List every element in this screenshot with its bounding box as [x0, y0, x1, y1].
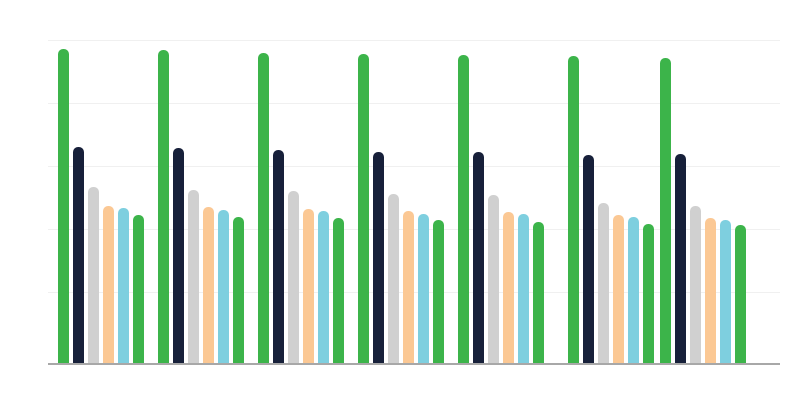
plot-area — [48, 20, 780, 363]
bar[interactable] — [388, 193, 399, 363]
bar[interactable] — [643, 224, 654, 363]
bar[interactable] — [103, 206, 114, 363]
bar[interactable] — [583, 155, 594, 363]
bar[interactable] — [613, 215, 624, 363]
bar[interactable] — [675, 153, 686, 363]
bar[interactable] — [373, 151, 384, 363]
bar[interactable] — [598, 202, 609, 363]
bar[interactable] — [173, 147, 184, 363]
x-axis-line — [48, 363, 780, 365]
bar[interactable] — [273, 149, 284, 363]
bar[interactable] — [660, 58, 671, 363]
bar[interactable] — [188, 189, 199, 363]
bar[interactable] — [458, 54, 469, 363]
bar-group — [258, 20, 348, 363]
bar[interactable] — [233, 217, 244, 363]
bar-group — [58, 20, 148, 363]
bar[interactable] — [690, 206, 701, 363]
bar-group — [158, 20, 248, 363]
bar[interactable] — [318, 211, 329, 363]
bar[interactable] — [568, 56, 579, 363]
bar[interactable] — [58, 49, 69, 363]
bar[interactable] — [403, 210, 414, 363]
bar[interactable] — [735, 225, 746, 363]
bar[interactable] — [258, 52, 269, 363]
bar[interactable] — [473, 152, 484, 363]
bar[interactable] — [705, 217, 716, 363]
bar[interactable] — [488, 195, 499, 363]
bar[interactable] — [533, 221, 544, 363]
bar[interactable] — [73, 146, 84, 363]
bar[interactable] — [518, 214, 529, 363]
bar-group — [660, 20, 750, 363]
bar[interactable] — [288, 191, 299, 363]
bar[interactable] — [303, 208, 314, 363]
bar[interactable] — [358, 54, 369, 363]
bar[interactable] — [333, 218, 344, 363]
bar[interactable] — [418, 213, 429, 363]
bar[interactable] — [218, 209, 229, 363]
bar-group — [458, 20, 548, 363]
bar[interactable] — [720, 219, 731, 363]
bar[interactable] — [503, 211, 514, 363]
bar[interactable] — [628, 217, 639, 363]
bar-group — [568, 20, 658, 363]
bar[interactable] — [133, 215, 144, 363]
bar[interactable] — [203, 207, 214, 363]
bar[interactable] — [118, 207, 129, 363]
bars-layer — [48, 20, 780, 363]
bar-group — [358, 20, 448, 363]
bar[interactable] — [158, 49, 169, 363]
bar[interactable] — [88, 187, 99, 363]
bar[interactable] — [433, 220, 444, 363]
